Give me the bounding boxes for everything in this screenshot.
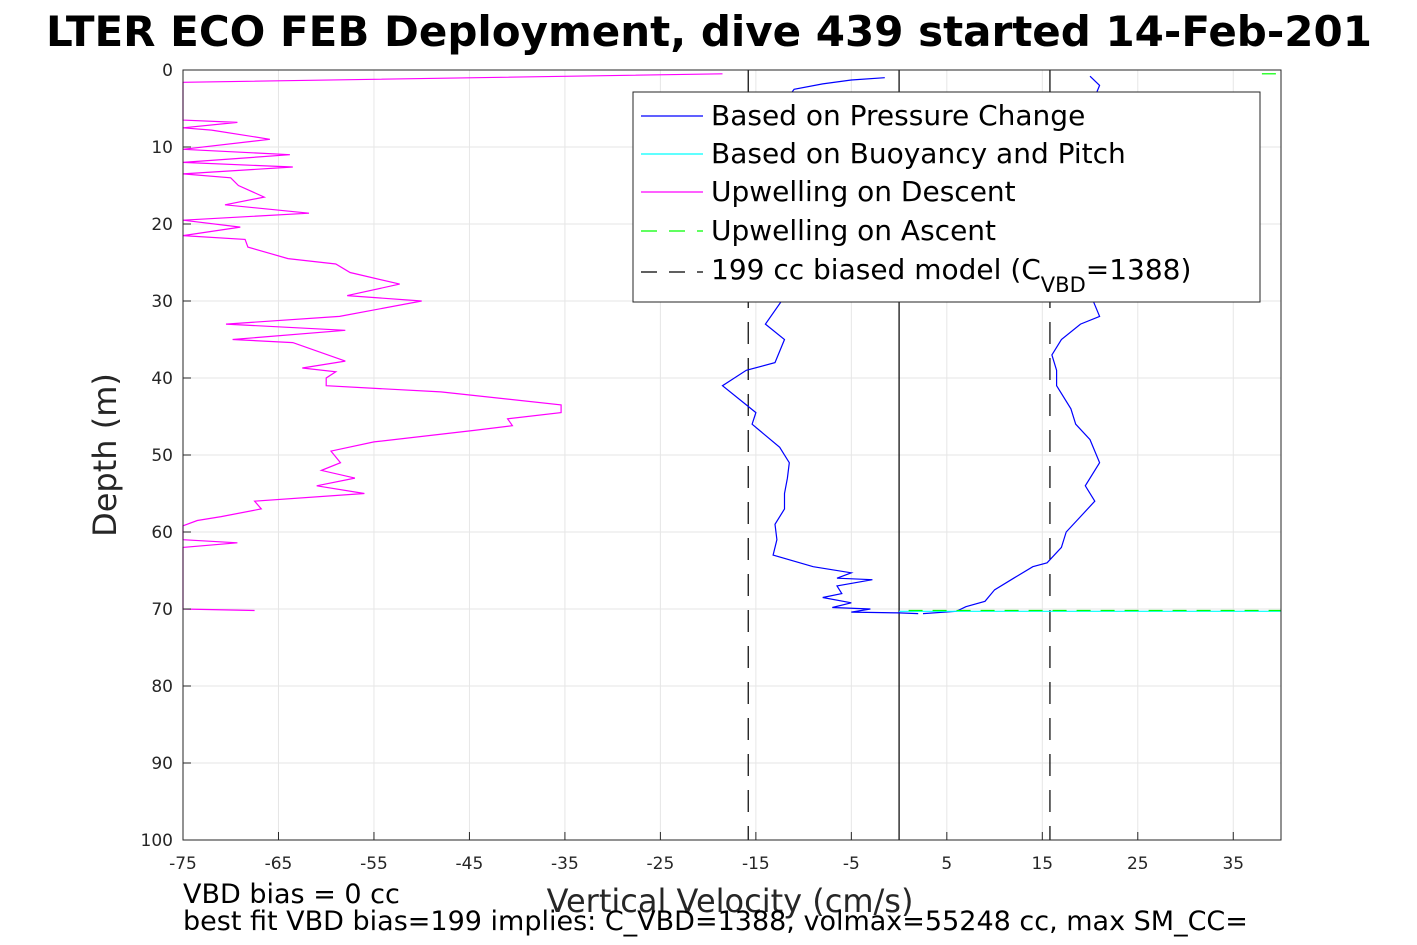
x-axis-label: Vertical Velocity (cm/s) bbox=[547, 882, 914, 920]
footnote-vbd-bias: VBD bias = 0 cc bbox=[183, 879, 400, 910]
x-tick-label: -45 bbox=[456, 854, 484, 874]
x-axis-ticks: -75 -65 -55 -45 -35 -25 -15 -5 5 15 25 35 bbox=[169, 832, 1244, 874]
y-axis-ticks: 0 10 20 30 40 50 60 70 80 90 100 bbox=[141, 61, 191, 851]
x-tick-label: 25 bbox=[1127, 854, 1149, 874]
x-tick-label: 15 bbox=[1031, 854, 1053, 874]
y-axis-label: Depth (m) bbox=[86, 373, 124, 537]
legend-label-upwelling-ascent: Upwelling on Ascent bbox=[711, 214, 996, 247]
x-tick-label: -5 bbox=[843, 854, 860, 874]
x-tick-label: 35 bbox=[1222, 854, 1244, 874]
x-tick-label: -75 bbox=[169, 854, 197, 874]
x-tick-label: -25 bbox=[647, 854, 675, 874]
y-tick-label: 80 bbox=[151, 677, 173, 697]
y-tick-label: 60 bbox=[151, 523, 173, 543]
x-tick-label: 5 bbox=[941, 854, 952, 874]
x-tick-label: -65 bbox=[265, 854, 293, 874]
x-tick-label: -35 bbox=[551, 854, 579, 874]
y-tick-label: 50 bbox=[151, 446, 173, 466]
legend-label-biased-model: 199 cc biased model (CVBD=1388) bbox=[711, 253, 1191, 297]
legend: Based on Pressure Change Based on Buoyan… bbox=[632, 91, 1261, 303]
chart-title: LTER ECO FEB Deployment, dive 439 starte… bbox=[46, 7, 1372, 56]
legend-label-biased-model-suffix: =1388) bbox=[1086, 253, 1192, 286]
footnote-best-fit: best fit VBD bias=199 implies: C_VBD=138… bbox=[183, 906, 1248, 937]
x-tick-label: -55 bbox=[360, 854, 388, 874]
y-tick-label: 30 bbox=[151, 292, 173, 312]
legend-label-upwelling-descent: Upwelling on Descent bbox=[711, 175, 1016, 208]
y-tick-label: 40 bbox=[151, 369, 173, 389]
legend-label-buoyancy: Based on Buoyancy and Pitch bbox=[711, 137, 1126, 170]
y-tick-label: 100 bbox=[141, 831, 173, 851]
y-tick-label: 70 bbox=[151, 600, 173, 620]
y-tick-label: 0 bbox=[162, 61, 173, 81]
legend-label-biased-model-prefix: 199 cc biased model (C bbox=[711, 253, 1041, 286]
legend-label-biased-model-subscript: VBD bbox=[1041, 273, 1086, 297]
x-tick-label: -15 bbox=[742, 854, 770, 874]
series-line bbox=[182, 73, 723, 612]
legend-box bbox=[632, 91, 1261, 303]
legend-label-pressure: Based on Pressure Change bbox=[711, 99, 1085, 132]
y-tick-label: 20 bbox=[151, 215, 173, 235]
y-tick-label: 10 bbox=[151, 138, 173, 158]
y-tick-label: 90 bbox=[151, 754, 173, 774]
